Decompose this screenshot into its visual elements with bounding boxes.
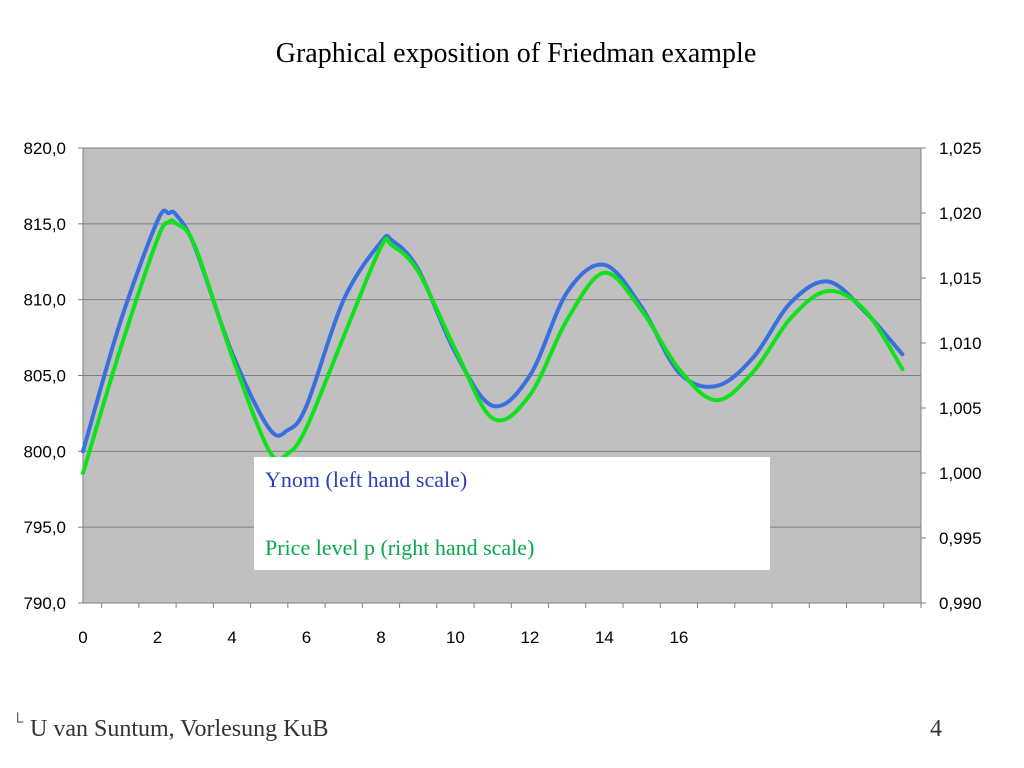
left-tick-label: 795,0 xyxy=(23,518,66,537)
series-line-price-level xyxy=(81,218,905,475)
x-tick-label: 4 xyxy=(227,628,236,647)
slide-title: Graphical exposition of Friedman example xyxy=(275,38,757,69)
series-line-ynom xyxy=(81,208,905,454)
legend-entry-ynom: Ynom (left hand scale) xyxy=(265,467,468,492)
right-tick-label: 1,010 xyxy=(939,334,982,353)
page-number: 4 xyxy=(930,716,942,742)
right-tick-label: 1,015 xyxy=(939,269,982,288)
x-tick-label: 8 xyxy=(376,628,385,647)
left-tick-label: 815,0 xyxy=(23,215,66,234)
x-tick-label: 16 xyxy=(669,628,688,647)
x-tick-label: 0 xyxy=(78,628,87,647)
x-tick-label: 10 xyxy=(446,628,465,647)
chart-legend: Ynom (left hand scale) Price level p (ri… xyxy=(254,457,770,570)
x-tick-label: 6 xyxy=(302,628,311,647)
footer-mark: └ xyxy=(12,714,24,731)
left-tick-label: 800,0 xyxy=(23,442,66,461)
x-tick-label: 14 xyxy=(595,628,614,647)
left-tick-label: 810,0 xyxy=(23,291,66,310)
slide-footer: U van Suntum, Vorlesung KuB xyxy=(30,716,329,742)
right-tick-label: 1,020 xyxy=(939,204,982,223)
left-tick-label: 820,0 xyxy=(23,139,66,158)
x-tick-label: 12 xyxy=(520,628,539,647)
right-tick-label: 1,000 xyxy=(939,464,982,483)
right-tick-label: 0,995 xyxy=(939,529,982,548)
legend-entry-price-level: Price level p (right hand scale) xyxy=(265,535,535,560)
x-tick-label: 2 xyxy=(153,628,162,647)
right-tick-label: 0,990 xyxy=(939,594,982,613)
right-tick-label: 1,025 xyxy=(939,139,982,158)
right-tick-label: 1,005 xyxy=(939,399,982,418)
left-tick-label: 790,0 xyxy=(23,594,66,613)
left-tick-label: 805,0 xyxy=(23,367,66,386)
